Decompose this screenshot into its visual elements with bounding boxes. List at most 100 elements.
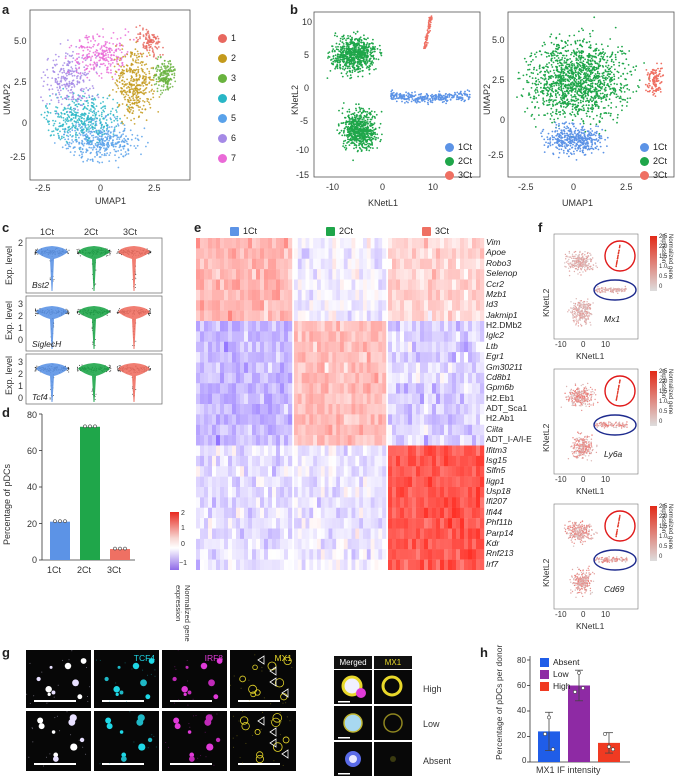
knet-point-2ct [369,125,372,127]
umap-point-2ct [578,51,581,54]
knet-point-2ct [363,135,365,138]
umap-point [46,68,49,71]
knet-point-2ct [370,55,373,57]
umap-point-2ct [577,59,580,62]
knet-point-1ct [414,91,416,93]
umap-point [66,134,68,137]
umap-point [48,88,51,91]
umap-point [138,100,141,103]
umap-point-2ct [610,102,613,104]
umap-point [86,57,88,60]
umap-point-2ct [570,94,573,97]
umap-point [173,72,176,75]
umap-point [118,138,121,141]
umap-point [127,110,130,113]
knet-point-2ct [327,57,329,59]
umap-point [76,53,78,55]
knet-point-2ct [371,129,374,132]
umap-point-2ct [595,47,598,50]
umap-point [104,105,107,107]
umap-point [109,137,112,140]
umap-point [102,109,105,112]
umap-point-2ct [600,55,603,58]
umap-point-2ct [620,97,622,99]
umap-point [84,74,87,77]
umap-point-2ct [625,58,628,61]
umap-point-2ct [546,63,548,66]
umap-point [57,96,59,99]
knet-point-2ct [363,138,366,141]
umap-point [80,74,83,77]
umap-point [152,34,154,37]
a-legend-item-4: 4 [218,88,236,108]
umap-point-2ct [598,83,601,86]
umap-point [94,127,96,130]
knet-point-2ct [375,136,377,139]
umap-point [130,77,133,80]
knet-point-2ct [350,113,353,116]
umap-point [166,65,169,67]
umap-point [42,71,45,73]
umap-point-2ct [554,99,557,102]
umap-point-2ct [536,101,539,103]
umap-point [98,149,101,151]
umap-point [90,143,93,146]
umap-point [135,54,138,57]
umap-point-2ct [576,47,579,50]
knet-point-2ct [363,127,365,130]
umap-point [66,63,69,65]
knet-point-2ct [365,57,368,59]
umap-point-2ct [570,72,573,75]
umap-point [78,119,81,121]
knet-point-1ct [433,95,435,97]
knet-point-2ct [356,68,358,70]
knet-point-2ct [357,118,359,120]
umap-point [164,79,167,81]
umap-point [61,146,64,149]
umap-point [148,72,151,75]
knet-point-2ct [373,128,376,131]
umap-point-2ct [560,68,563,71]
knet-point-2ct [339,131,341,134]
umap-point-2ct [584,73,587,76]
panel-label-g: g [2,645,10,660]
umap-point [159,70,161,73]
umap-point [82,132,85,134]
umap-point [83,105,86,108]
a-legend-item-5: 5 [218,108,236,128]
umap-point [135,68,138,71]
umap-point-2ct [530,87,533,89]
knet-point-2ct [378,44,381,47]
umap-point [132,110,135,112]
umap-point-2ct [570,84,573,86]
umap-point [137,101,140,104]
umap-point [132,97,135,100]
umap-point-2ct [609,81,611,83]
knet-point-2ct [358,115,361,117]
umap-point-2ct [617,51,619,54]
umap-point [109,132,112,134]
umap-point [89,87,91,90]
umap-point [40,96,42,99]
umap-point [161,92,164,94]
knet-point-1ct [445,92,447,95]
umap-point [76,134,79,137]
umap-point [132,58,134,60]
umap-point-2ct [582,29,584,32]
umap-point-2ct [517,71,520,74]
umap-point [74,107,76,110]
umap-point-2ct [601,75,603,78]
umap-point-2ct [579,39,581,42]
umap-point-2ct [575,61,578,64]
knet-point-1ct [412,99,415,102]
umap-point-2ct [605,65,607,67]
umap-point-2ct [564,102,566,104]
umap-point [100,115,103,118]
umap-point [117,105,120,108]
umap-point [140,53,143,56]
umap-point-2ct [577,80,580,83]
umap-point [76,105,79,108]
umap-point [112,31,115,34]
umap-point [91,158,94,161]
umap-point [118,59,121,62]
